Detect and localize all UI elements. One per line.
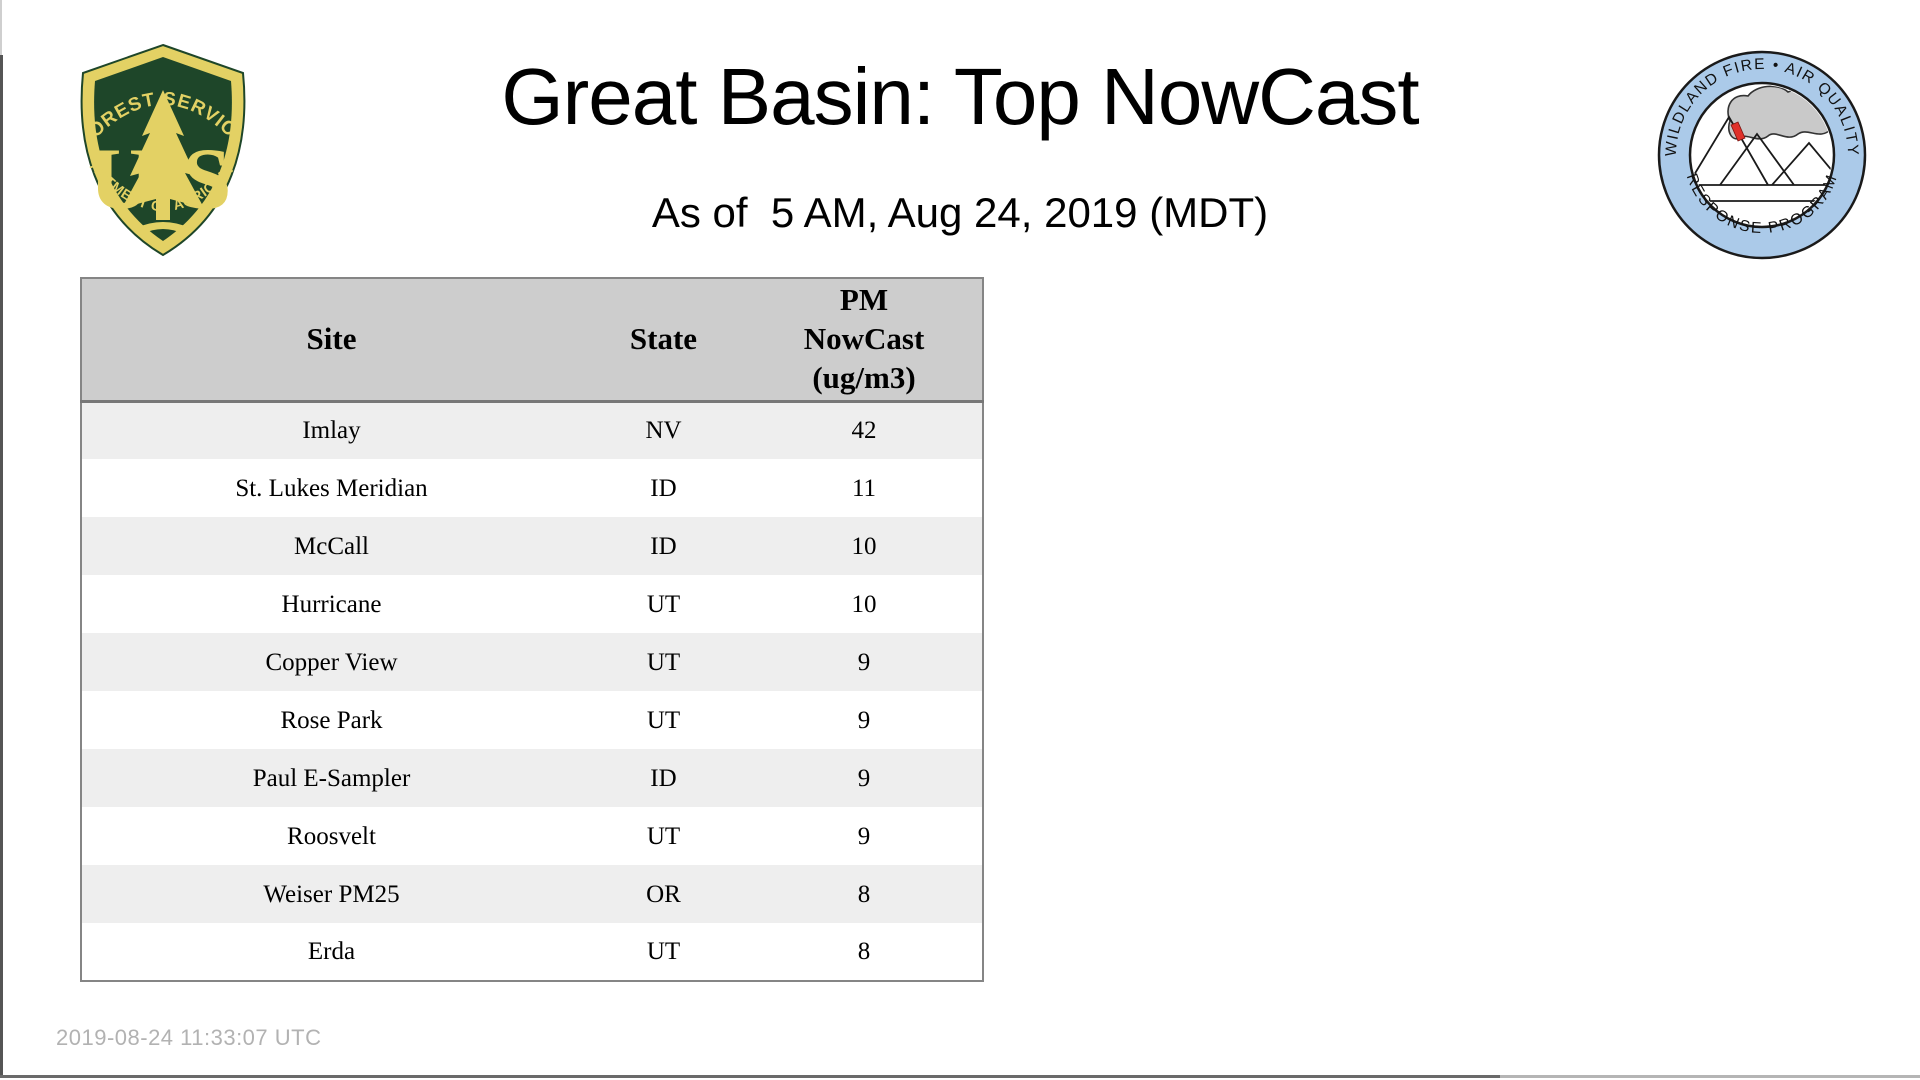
value-cell: 9: [857, 822, 871, 850]
nowcast-table: Site State PM NowCast (ug/m3) Imlay NV 4…: [80, 277, 984, 982]
site-cell: Imlay: [302, 417, 361, 445]
pine-tree-base: [136, 222, 190, 234]
value-cell: 10: [851, 532, 877, 560]
air-quality-program-logo: WILDLAND FIRE • AIR QUALITY RESPONSE PRO…: [1657, 50, 1867, 260]
table-row: Roosvelt UT 9: [81, 807, 983, 865]
bottom-edge-dark-segment: [0, 1075, 1500, 1078]
value-cell: 9: [857, 648, 871, 676]
mountain-middle: [1719, 132, 1795, 186]
site-cell: Erda: [307, 938, 356, 965]
state-cell: ID: [650, 474, 677, 502]
column-header-pm-nowcast: PM NowCast (ug/m3): [746, 278, 983, 403]
table-row: Hurricane UT 10: [81, 575, 983, 633]
page-title: Great Basin: Top NowCast: [501, 52, 1419, 141]
site-cell: Rose Park: [280, 706, 383, 734]
value-cell: 9: [857, 706, 871, 734]
bottom-edge-bar: [0, 1075, 1920, 1078]
value-cell: 8: [857, 880, 871, 908]
state-cell: UT: [646, 822, 681, 850]
table-row: Copper View UT 9: [81, 633, 983, 691]
forest-service-logo: FOREST SERVICE U S DEPARTMENT OF AGRICUL…: [70, 42, 246, 257]
site-cell: Paul E-Sampler: [252, 764, 411, 792]
table-row: McCall ID 10: [81, 517, 983, 575]
state-cell: NV: [645, 417, 682, 445]
value-cell: 10: [851, 590, 877, 618]
generated-timestamp: 2019-08-24 11:33:07 UTC: [56, 1025, 322, 1050]
state-cell: OR: [646, 880, 681, 908]
shield-letter-s: S: [183, 131, 232, 228]
window-edge-top: [0, 0, 2, 55]
mountain-left: [1692, 115, 1769, 186]
window-edge-left: [0, 55, 3, 1075]
table-header: Site State PM NowCast (ug/m3): [81, 278, 983, 403]
state-cell: UT: [646, 590, 681, 618]
page-subtitle: As of 5 AM, Aug 24, 2019 (MDT): [651, 189, 1269, 236]
state-cell: ID: [650, 532, 677, 560]
fire-icon: [1730, 121, 1746, 142]
table-row: Erda UT 8: [81, 923, 983, 981]
column-header-site: Site: [81, 278, 581, 403]
pm-header-line: PM: [839, 282, 889, 318]
table-row: Rose Park UT 9: [81, 691, 983, 749]
site-cell: Weiser PM25: [263, 880, 400, 908]
bottom-edge-light-segment: [1500, 1075, 1920, 1078]
state-cell: UT: [646, 706, 681, 734]
pine-tree-icon: [122, 90, 204, 220]
table-row: Weiser PM25 OR 8: [81, 865, 983, 923]
pm-header-line: NowCast: [803, 320, 925, 356]
state-cell: UT: [646, 938, 681, 965]
mountain-right: [1771, 141, 1832, 186]
value-cell: 42: [851, 417, 877, 445]
table-row: St. Lukes Meridian ID 11: [81, 459, 983, 517]
pm-header-line: (ug/m3): [812, 359, 916, 395]
site-cell: McCall: [294, 532, 369, 560]
state-cell: UT: [646, 648, 681, 676]
site-cell: Hurricane: [281, 590, 382, 618]
value-cell: 11: [851, 474, 877, 502]
site-cell: St. Lukes Meridian: [235, 474, 428, 502]
table-row: Imlay NV 42: [81, 401, 983, 459]
table-row: Paul E-Sampler ID 9: [81, 749, 983, 807]
value-cell: 8: [857, 938, 871, 965]
value-cell: 9: [857, 764, 871, 792]
site-cell: Roosvelt: [287, 822, 376, 850]
table-body: Imlay NV 42 St. Lukes Meridian ID 11 McC…: [81, 401, 983, 981]
state-cell: ID: [650, 764, 677, 792]
column-header-state: State: [581, 278, 746, 403]
site-cell: Copper View: [265, 648, 398, 676]
